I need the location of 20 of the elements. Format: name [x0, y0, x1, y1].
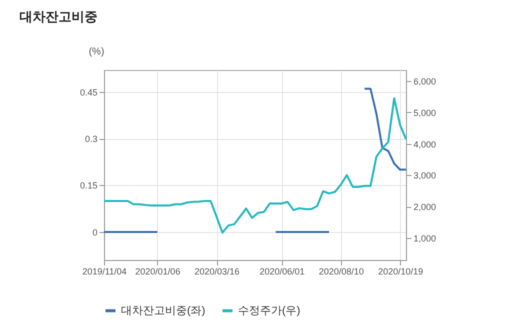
y-tick-label: 0.15: [80, 180, 98, 191]
x-tick-label: 2019/11/04: [82, 266, 127, 276]
chart-title: 대차잔고비중: [19, 9, 98, 24]
x-tick-label: 2020/01/06: [135, 266, 180, 276]
legend-label: 수정주가(우): [238, 304, 300, 317]
x-tick-label: 2020/06/01: [260, 266, 305, 276]
y2-tick-label: 3,000: [414, 170, 436, 181]
y2-tick-label: 4,000: [414, 139, 436, 150]
legend-label: 대차잔고비중(좌): [121, 304, 206, 317]
y-tick-label: 0.45: [80, 87, 98, 98]
y2-tick-label: 1,000: [414, 234, 436, 244]
x-tick-label: 2020/03/16: [194, 266, 240, 276]
x-tick-label: 2020/10/19: [378, 266, 424, 276]
y-tick-label: 0.3: [84, 134, 98, 144]
y2-tick-label: 2,000: [414, 202, 436, 212]
x-tick-label: 2020/08/10: [318, 266, 364, 276]
y-tick-label: 0: [92, 227, 98, 238]
y2-tick-label: 6,000: [414, 76, 436, 86]
y2-tick-label: 5,000: [414, 108, 436, 118]
y-axis-title: (%): [88, 46, 104, 58]
